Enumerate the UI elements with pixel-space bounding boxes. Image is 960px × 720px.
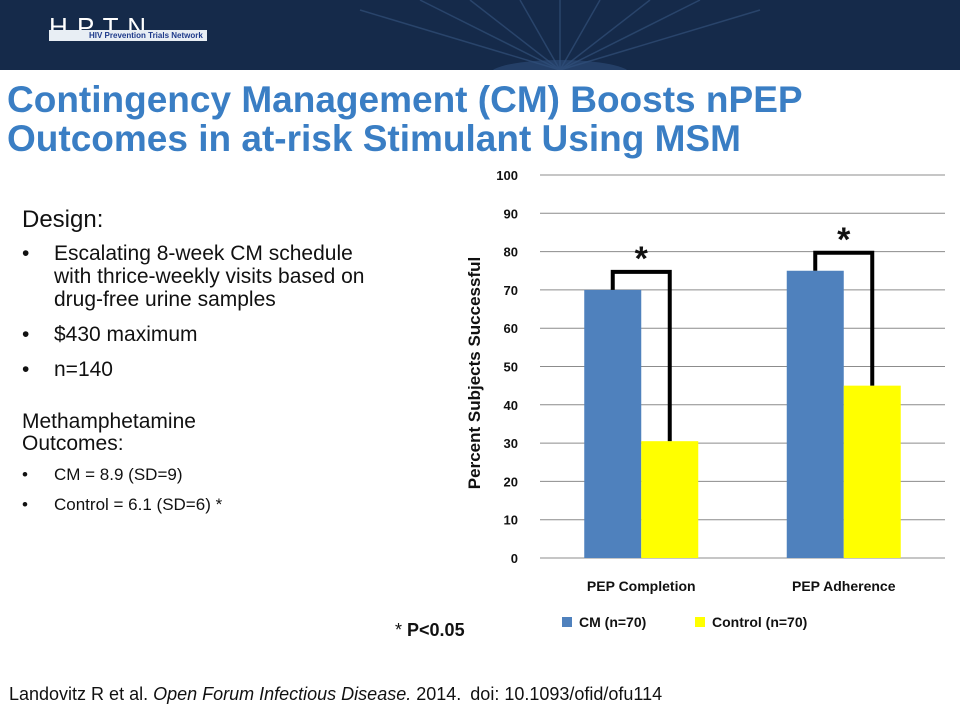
meth-list: CM = 8.9 (SD=9) Control = 6.1 (SD=6) * [22,465,422,515]
significance-bracket [610,269,672,442]
title-line-1: Contingency Management (CM) Boosts nPEP [7,79,803,120]
design-section: Design: Escalating 8-week CM schedule wi… [22,206,422,525]
bar [843,385,901,558]
citation-journal: Open Forum Infectious Disease. [153,684,412,704]
list-item: Control = 6.1 (SD=6) * [22,495,422,515]
y-tick-label: 30 [504,436,518,451]
y-tick-labels: 0 10 20 30 40 50 60 70 80 90 100 [496,168,518,566]
y-tick-label: 50 [504,360,518,375]
header-bar: H P T N HIV Prevention Trials Network [0,0,960,70]
significance-star: * [395,620,403,640]
slide-title: Contingency Management (CM) Boosts nPEP … [7,80,957,158]
meth-heading: Methamphetamine Outcomes: [22,410,196,455]
legend-swatch [695,617,705,627]
y-tick-label: 80 [504,245,518,260]
list-item: n=140 [22,358,422,381]
bar [584,289,642,558]
bar [786,270,844,558]
list-item: CM = 8.9 (SD=9) [22,465,422,485]
logo-text: HIV Prevention Trials Network [89,31,203,40]
x-tick-label: PEP Adherence [792,578,896,594]
list-item: $430 maximum [22,323,422,346]
title-line-2: Outcomes in at-risk Stimulant Using MSM [7,118,741,159]
citation: Landovitz R et al. Open Forum Infectious… [9,684,662,705]
bar-chart: Percent Subjects Successful 0 10 20 30 40 50 6… [465,168,945,630]
legend-swatch [562,617,572,627]
significance-text: P<0.05 [407,620,465,640]
y-axis-label: Percent Subjects Successful [465,257,484,489]
significance-star: * [837,221,851,259]
bars [584,270,901,558]
citation-doi: doi: 10.1093/ofid/ofu114 [470,684,663,704]
significance-bracket [813,250,875,386]
bar [641,441,699,558]
y-tick-label: 10 [504,513,518,528]
citation-year: 2014. [416,684,462,704]
y-tick-label: 90 [504,206,518,221]
y-tick-label: 20 [504,474,518,489]
significance-star: * [635,240,649,278]
y-tick-label: 0 [511,551,518,566]
design-list: Escalating 8-week CM schedule with thric… [22,242,422,381]
legend-label: CM (n=70) [579,614,646,630]
y-tick-label: 100 [496,168,518,183]
y-tick-label: 40 [504,398,518,413]
hptn-logo: H P T N HIV Prevention Trials Network [49,12,214,42]
significance-note: * P<0.05 [395,620,465,641]
y-tick-label: 70 [504,283,518,298]
y-tick-label: 60 [504,321,518,336]
design-heading: Design: [22,206,104,233]
significance-brackets: ** [610,221,875,442]
x-tick-labels: PEP Completion PEP Adherence [587,578,896,594]
x-tick-label: PEP Completion [587,578,696,594]
legend: CM (n=70) Control (n=70) [562,614,807,630]
list-item: Escalating 8-week CM schedule with thric… [22,242,384,311]
legend-label: Control (n=70) [712,614,807,630]
citation-authors: Landovitz R et al. [9,684,149,704]
sunburst-decoration [359,0,761,70]
